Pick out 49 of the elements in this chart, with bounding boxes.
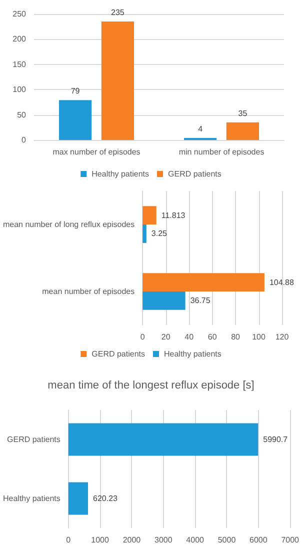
legend-label: GERD patients (92, 350, 145, 358)
x-tick-label: 4000 (186, 536, 205, 544)
x-tick-label: 0 (66, 536, 72, 544)
x-tick-label: 1000 (91, 536, 110, 544)
y-tick-label: 150 (12, 60, 27, 69)
y-tick-label: 200 (12, 34, 27, 44)
x-tick-label: min number of episodes (178, 148, 264, 156)
bar (226, 122, 259, 140)
data-label: 79 (70, 86, 80, 96)
data-label: 620.23 (93, 494, 118, 503)
legend-label: GERD patients (168, 170, 222, 178)
y-tick-label: GERD patients (7, 435, 60, 444)
x-tick-label: max number of episodes (52, 148, 140, 156)
bar (142, 273, 264, 292)
x-tick-label: 3000 (154, 536, 173, 544)
data-label: 104.88 (269, 278, 294, 287)
y-tick-label: 100 (12, 85, 27, 94)
data-label: 36.75 (190, 296, 211, 306)
x-tick-label: 20 (161, 332, 171, 342)
y-tick-label: 250 (12, 10, 27, 18)
data-label: 5990.7 (263, 435, 288, 444)
bar (142, 224, 146, 243)
data-label: 3.25 (151, 229, 168, 238)
x-tick-label: 2000 (122, 536, 142, 544)
x-tick-label: 60 (208, 332, 218, 342)
chart-title: mean time of the longest reflux episode [s] (48, 380, 254, 392)
x-tick-label: 7000 (281, 536, 300, 544)
data-label: 235 (111, 8, 125, 18)
y-tick-label: 50 (17, 110, 27, 120)
data-label: 4 (198, 124, 204, 134)
bar (59, 100, 92, 140)
y-tick-label: 0 (22, 136, 27, 144)
y-tick-label: mean number of long reflux episodes (2, 220, 135, 229)
bar (142, 206, 156, 224)
legend-label: Healthy patients (164, 350, 222, 358)
x-tick-label: 120 (275, 332, 290, 342)
x-tick-label: 80 (231, 332, 241, 342)
x-tick-label: 5000 (218, 536, 236, 544)
x-tick-label: 100 (252, 332, 266, 342)
y-tick-label: mean number of episodes (42, 287, 135, 296)
data-label: 35 (238, 108, 248, 118)
y-tick-label: Healthy patients (2, 494, 60, 503)
bar (142, 292, 186, 310)
x-tick-label: 0 (140, 332, 146, 342)
x-tick-label: 40 (184, 332, 194, 342)
legend-label: Healthy patients (92, 170, 150, 178)
bar (101, 22, 134, 140)
x-tick-label: 6000 (250, 536, 268, 544)
data-label: 11.813 (161, 210, 186, 220)
